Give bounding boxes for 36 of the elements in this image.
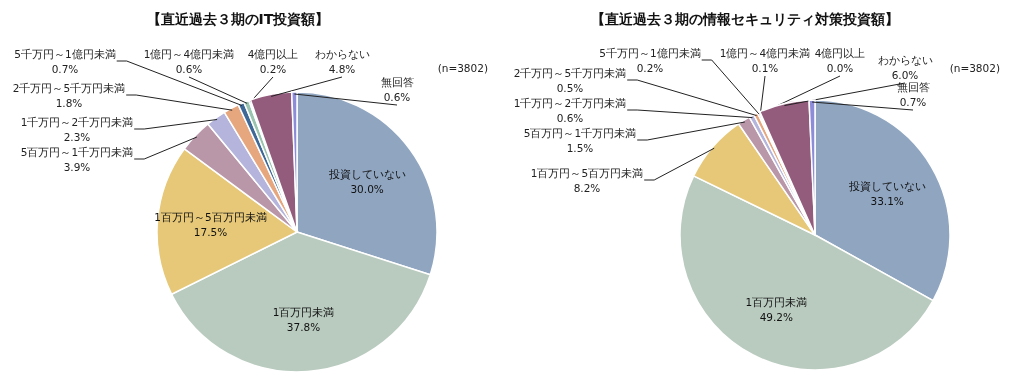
data-label: 0.1%	[751, 62, 779, 74]
slice-label: 4億円以上	[247, 48, 299, 60]
data-label: 0.6%	[383, 91, 411, 103]
data-label: 0.6%	[175, 63, 203, 75]
data-label: 1.8%	[55, 97, 83, 109]
slice-label: 5千万円～1億円未満	[14, 48, 116, 60]
slice-label: 5百万円～1千万円未満	[20, 146, 134, 158]
slice-label: 無回答	[896, 81, 930, 93]
data-label: 0.6%	[556, 112, 584, 124]
data-label: 0.7%	[899, 96, 927, 108]
text: (n=3802)	[949, 62, 1000, 74]
data-label: 8.2%	[573, 182, 601, 194]
data-label: 0.2%	[259, 63, 287, 75]
data-label: 0.7%	[51, 63, 79, 75]
data-label: 4.8%	[328, 63, 356, 75]
data-label: 2.3%	[63, 131, 91, 143]
slice-label: 無回答	[380, 76, 414, 88]
slice-label: 1千万円～2千万円未満	[513, 97, 627, 109]
slice-label: わからない	[314, 48, 370, 60]
chart-title: 【直近過去３期のIT投資額】	[146, 11, 330, 27]
slice-label: 1億円～4億円未満	[143, 48, 235, 60]
slice-label: 5千万円～1億円未満	[599, 47, 701, 59]
data-label: 6.0%	[891, 69, 919, 81]
slice-label: 2千万円～5千万円未満	[513, 67, 627, 79]
slice-label: 5百万円～1千万円未満	[523, 127, 637, 139]
data-label: 0.2%	[636, 62, 664, 74]
chart-title: 【直近過去３期の情報セキュリティ対策投資額】	[591, 11, 899, 27]
data-label: 1.5%	[566, 142, 594, 154]
slice-label: 1百万円～5百万円未満	[530, 167, 644, 179]
slice-label: 1億円～4億円未満	[719, 47, 811, 59]
slice-label: 1千万円～2千万円未満	[20, 116, 134, 128]
slice-label: 2千万円～5千万円未満	[12, 82, 126, 94]
slice-label: わからない	[877, 54, 933, 66]
data-label: 0.5%	[556, 82, 584, 94]
text: (n=3802)	[437, 62, 488, 74]
data-label: 3.9%	[63, 161, 91, 173]
